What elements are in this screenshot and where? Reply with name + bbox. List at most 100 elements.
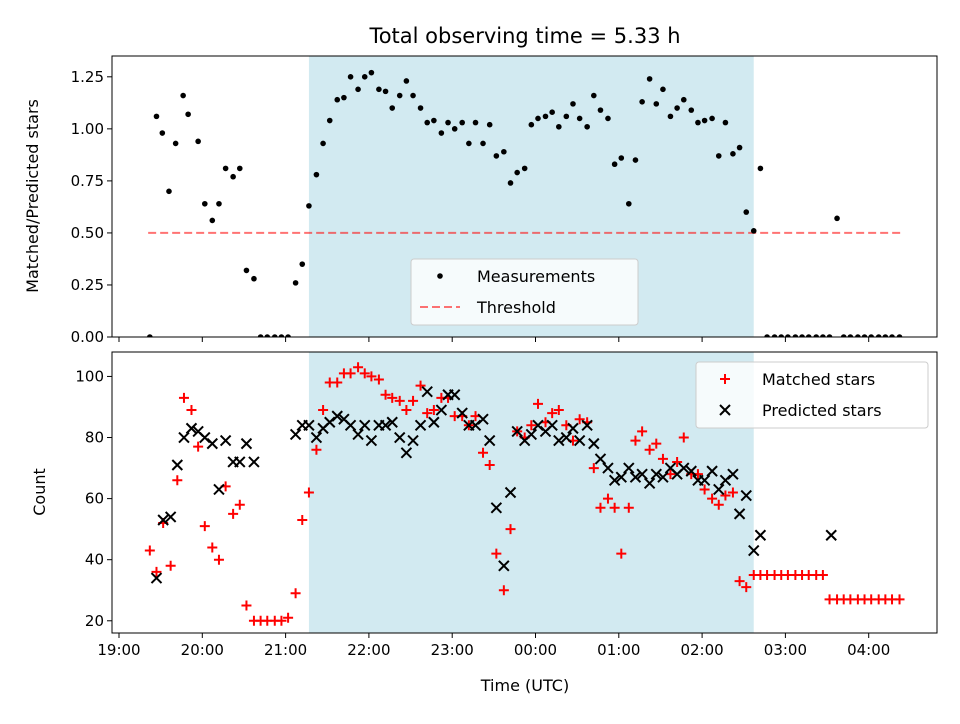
- measurement-point: [230, 173, 236, 180]
- predicted-star-point: [754, 529, 767, 541]
- matched-star-point: [602, 493, 613, 504]
- matched-star-point: [491, 548, 502, 559]
- predicted-star-point: [240, 437, 253, 450]
- matched-star-point: [817, 569, 828, 580]
- predicted-star-point: [483, 434, 496, 447]
- measurement-point: [521, 165, 528, 172]
- matched-star-point: [428, 405, 439, 416]
- predicted-star-point: [511, 425, 523, 438]
- x-tick-label: 02:00: [680, 641, 723, 659]
- matched-star-point: [498, 585, 509, 596]
- measurement-point: [347, 74, 354, 80]
- measurement-point: [722, 119, 729, 126]
- predicted-star-point: [414, 419, 427, 432]
- measurement-point: [549, 109, 555, 115]
- measurement-point: [292, 280, 299, 286]
- measurement-point: [147, 334, 153, 337]
- measurement-point: [257, 334, 264, 337]
- predicted-star-point: [331, 410, 343, 422]
- measurement-point: [264, 334, 271, 337]
- predicted-star-point: [504, 486, 517, 499]
- measurement-point: [451, 126, 458, 132]
- measurement-point: [417, 105, 424, 111]
- measurement-point: [172, 140, 179, 147]
- measurement-point: [695, 119, 701, 126]
- y-tick-label: 20: [85, 612, 104, 630]
- measurement-point: [605, 115, 611, 122]
- matched-star-point: [401, 405, 412, 416]
- measurement-point: [750, 228, 757, 234]
- measurement-point: [459, 119, 465, 126]
- matched-star-point: [172, 475, 183, 486]
- y-tick-label: 0.75: [71, 172, 104, 190]
- predicted-star-point: [825, 529, 837, 541]
- matched-star-point: [213, 554, 224, 565]
- plot-area: [144, 352, 905, 633]
- matched-star-point: [651, 438, 662, 449]
- predicted-star-point: [178, 431, 190, 444]
- predicted-star-point: [352, 428, 364, 441]
- legend-label-matched: Matched stars: [762, 370, 875, 389]
- x-tick-label: 01:00: [597, 641, 640, 659]
- measurement-point: [438, 130, 445, 136]
- matched-star-point: [678, 432, 689, 443]
- predicted-star-point: [581, 419, 593, 432]
- predicted-star-point: [365, 434, 378, 447]
- matched-star-point: [283, 612, 294, 623]
- predicted-star-point: [344, 419, 357, 432]
- matched-star-point: [707, 493, 718, 504]
- predicted-star-point: [428, 416, 440, 428]
- measurement-point: [251, 275, 257, 282]
- predicted-star-point: [456, 407, 468, 419]
- y-tick-label: 1.00: [71, 120, 104, 138]
- predicted-star-point: [553, 434, 565, 447]
- measurement-point: [570, 101, 576, 107]
- predicted-star-point: [636, 468, 648, 480]
- measurement-point: [320, 140, 326, 147]
- matched-star-point: [588, 463, 599, 474]
- measurement-point: [792, 334, 799, 337]
- predicted-star-point: [650, 468, 662, 480]
- predicted-star-point: [213, 483, 225, 496]
- measurement-point: [334, 96, 341, 103]
- matched-star-point: [228, 508, 239, 519]
- x-axis-label: Time (UTC): [480, 676, 569, 695]
- measurement-point: [764, 334, 770, 337]
- predicted-star-point: [407, 434, 419, 447]
- measurement-point: [882, 334, 889, 337]
- legend-label-measurements: Measurements: [477, 267, 595, 286]
- measurement-point: [355, 86, 361, 93]
- measurement-point: [501, 148, 507, 155]
- measurement-point: [507, 180, 514, 186]
- x-tick-label: 23:00: [431, 641, 474, 659]
- measurement-point: [778, 334, 785, 337]
- measurement-point: [166, 188, 172, 195]
- measurement-point: [514, 169, 520, 176]
- measurement-point: [785, 334, 791, 337]
- figure-title: Total observing time = 5.33 h: [368, 24, 680, 48]
- predicted-star-point: [234, 456, 246, 468]
- measurement-point: [743, 209, 750, 215]
- predicted-star-point: [573, 434, 586, 447]
- matched-star-point: [595, 502, 606, 513]
- predicted-star-point: [289, 428, 302, 441]
- x-tick-label: 03:00: [764, 641, 807, 659]
- measurement-point: [660, 86, 666, 93]
- measurement-point: [667, 113, 674, 120]
- predicted-star-point: [602, 462, 614, 474]
- predicted-star-point: [567, 422, 579, 435]
- matched-star-point: [408, 395, 419, 406]
- measurement-point: [653, 101, 660, 107]
- matched-star-point: [144, 545, 155, 556]
- measurement-point: [222, 165, 229, 172]
- legend-box: [695, 361, 929, 429]
- measurement-point: [528, 121, 535, 128]
- matched-star-point: [741, 582, 752, 593]
- predicted-star-point: [435, 404, 448, 416]
- measurement-point: [472, 119, 479, 126]
- predicted-star-point: [303, 419, 315, 432]
- bottom-y-axis-label: Count: [30, 468, 49, 516]
- matched-star-point: [637, 426, 648, 437]
- measurement-point: [813, 334, 820, 337]
